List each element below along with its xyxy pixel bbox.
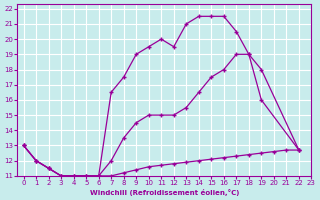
X-axis label: Windchill (Refroidissement éolien,°C): Windchill (Refroidissement éolien,°C)	[90, 189, 239, 196]
